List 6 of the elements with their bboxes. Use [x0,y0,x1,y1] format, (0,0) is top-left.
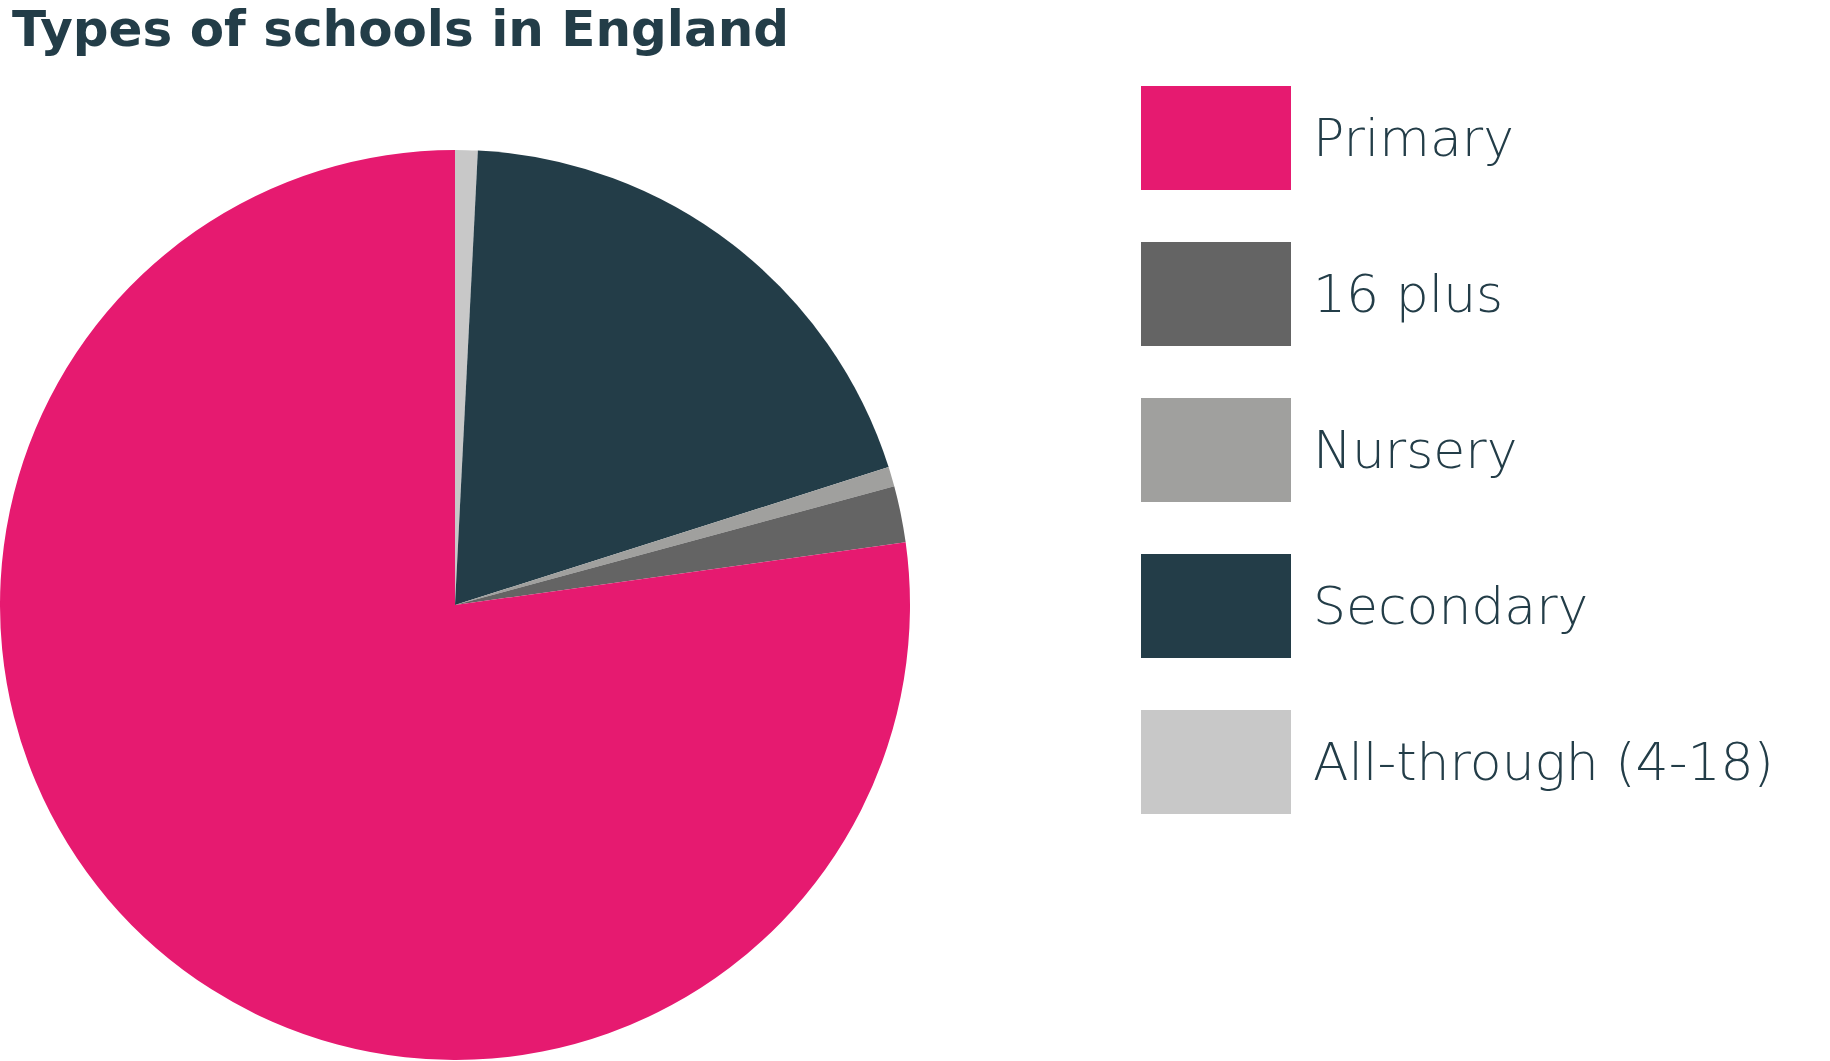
legend-label: All-through (4-18) [1313,732,1774,792]
legend-label: Secondary [1313,576,1589,636]
chart-title: Types of schools in England [12,0,790,58]
legend-label: Nursery [1313,420,1518,480]
legend-label: 16 plus [1313,264,1504,324]
legend-label: Primary [1313,108,1514,168]
